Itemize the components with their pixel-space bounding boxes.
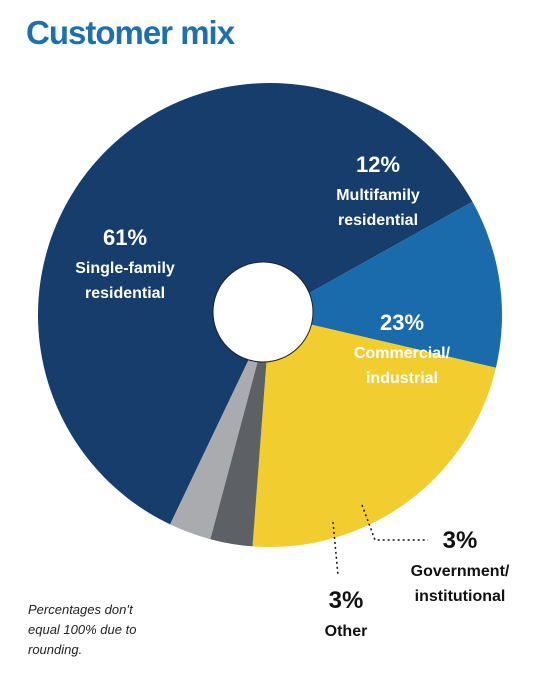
slice-category-label: Commercial/: [354, 345, 451, 362]
chart-title: Customer mix: [26, 14, 235, 51]
slice-category-label: residential: [338, 212, 418, 229]
slice-category-label: Multifamily: [336, 187, 420, 204]
pie-slice: [210, 315, 270, 547]
leader-line: [332, 521, 339, 576]
donut-hole: [212, 261, 314, 363]
slice-percent-label: 12%: [356, 152, 400, 177]
footnote-line: rounding.: [28, 642, 83, 657]
pie-slice: [170, 315, 270, 540]
slice-category-label: residential: [85, 285, 165, 302]
footnote-line: equal 100% due to: [28, 622, 137, 637]
pie-slice: [270, 201, 503, 368]
slice-percent-label: 3%: [443, 527, 478, 554]
footnote-line: Percentages don’t: [28, 602, 133, 617]
slice-percent-label: 23%: [380, 310, 424, 335]
pie-slice: [252, 315, 496, 548]
footnote: Percentages don’t equal 100% due to roun…: [28, 600, 178, 660]
slice-category-label: Government/: [411, 563, 510, 580]
slice-category-label: industrial: [366, 370, 438, 387]
slice-percent-label: 61%: [103, 225, 147, 250]
slice-category-label: Other: [325, 623, 368, 640]
slice-percent-label: 3%: [329, 587, 364, 614]
slice-category-label: institutional: [415, 588, 506, 605]
slice-category-label: Single-family: [75, 260, 175, 277]
